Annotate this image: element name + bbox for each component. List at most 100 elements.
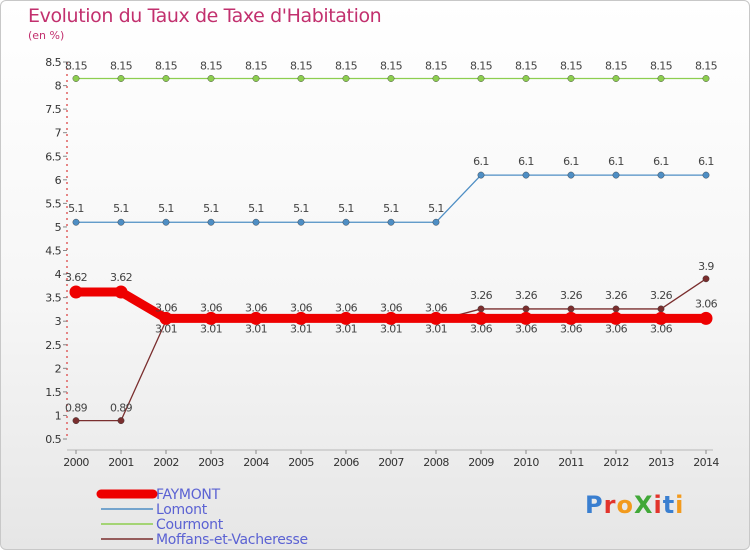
y-tick-label: 0.5 <box>45 433 61 446</box>
data-label-faymont: 3.06 <box>650 322 673 335</box>
logo-letter: X <box>633 491 654 519</box>
data-label-lomont: 5.1 <box>68 202 84 215</box>
data-point-faymont <box>384 311 398 325</box>
data-label-lomont: 5.1 <box>248 202 264 215</box>
data-point-moffans-et-vacheresse <box>117 417 125 425</box>
y-tick-label: 7.5 <box>45 103 61 116</box>
y-tick-label: 6.5 <box>45 150 61 163</box>
data-label-courmont: 8.15 <box>560 59 583 72</box>
data-point-lomont <box>252 218 260 226</box>
data-point-moffans-et-vacheresse <box>612 305 620 313</box>
logo-letter: i <box>675 491 685 519</box>
x-tick-label: 2008 <box>423 456 449 469</box>
data-point-lomont <box>657 171 665 179</box>
y-tick-label: 1.5 <box>45 386 61 399</box>
series-courmont: 8.15 8.15 8.15 8.15 8.15 8.15 8.15 8.15 8.15 8.15… <box>65 59 718 82</box>
data-label-lomont: 5.1 <box>203 202 219 215</box>
data-point-faymont <box>474 311 488 325</box>
data-point-courmont <box>477 75 485 82</box>
data-label-courmont: 8.15 <box>155 59 178 72</box>
data-point-moffans-et-vacheresse <box>702 275 710 283</box>
data-label-moffans-et-vacheresse: 3.01 <box>425 323 447 336</box>
data-label-faymont: 3.06 <box>425 301 448 314</box>
data-point-courmont <box>117 75 125 82</box>
x-tick-label: 2013 <box>648 456 674 469</box>
data-label-faymont: 3.06 <box>560 322 583 335</box>
data-label-courmont: 8.15 <box>515 59 538 72</box>
data-point-faymont <box>249 311 263 325</box>
data-point-courmont <box>387 75 395 82</box>
y-tick-label: 6 <box>55 174 62 187</box>
data-label-faymont: 3.06 <box>380 301 403 314</box>
data-label-moffans-et-vacheresse: 3.26 <box>515 289 538 302</box>
data-label-lomont: 6.1 <box>653 155 669 168</box>
data-label-courmont: 8.15 <box>425 59 448 72</box>
data-point-lomont <box>117 218 125 226</box>
data-label-lomont: 5.1 <box>158 202 174 215</box>
data-point-courmont <box>72 75 80 82</box>
data-point-courmont <box>252 75 260 82</box>
data-label-moffans-et-vacheresse: 3.01 <box>335 323 357 336</box>
data-point-courmont <box>522 75 530 82</box>
data-point-faymont <box>429 311 443 325</box>
y-tick-label: 8.5 <box>45 56 61 69</box>
series-faymont: 3.62 3.62 3.06 3.06 3.06 3.06 3.06 3.06 3.06 3.06… <box>65 271 718 335</box>
data-point-moffans-et-vacheresse <box>567 305 575 313</box>
data-label-faymont: 3.06 <box>335 301 358 314</box>
data-label-courmont: 8.15 <box>605 59 628 72</box>
data-label-courmont: 8.15 <box>290 59 313 72</box>
data-point-faymont <box>69 285 83 299</box>
data-label-faymont: 3.06 <box>605 322 628 335</box>
x-tick-label: 2005 <box>288 456 314 469</box>
x-tick-label: 2004 <box>243 456 269 469</box>
data-label-faymont: 3.06 <box>245 301 268 314</box>
x-tick-label: 2010 <box>513 456 539 469</box>
data-label-courmont: 8.15 <box>110 59 133 72</box>
data-point-moffans-et-vacheresse <box>72 417 80 425</box>
data-point-courmont <box>162 75 170 82</box>
data-label-moffans-et-vacheresse: 3.01 <box>200 323 222 336</box>
x-tick-label: 2000 <box>63 456 89 469</box>
data-point-lomont <box>567 171 575 179</box>
y-tick-label: 2 <box>55 362 61 375</box>
data-point-courmont <box>342 75 350 82</box>
data-point-faymont <box>519 311 533 325</box>
data-label-courmont: 8.15 <box>470 59 493 72</box>
data-label-moffans-et-vacheresse: 3.01 <box>380 323 402 336</box>
logo-letter: o <box>616 491 634 519</box>
data-label-moffans-et-vacheresse: 0.89 <box>65 402 88 415</box>
data-label-courmont: 8.15 <box>380 59 403 72</box>
data-label-lomont: 5.1 <box>428 202 444 215</box>
y-tick-label: 5.5 <box>45 197 61 210</box>
data-label-courmont: 8.15 <box>335 59 358 72</box>
data-label-moffans-et-vacheresse: 0.89 <box>110 402 133 415</box>
logo-letter: i <box>653 491 663 519</box>
data-point-lomont <box>477 171 485 179</box>
data-label-moffans-et-vacheresse: 3.26 <box>560 289 583 302</box>
x-tick-label: 2011 <box>558 456 584 469</box>
data-label-faymont: 3.06 <box>470 322 493 335</box>
legend-label-moffans-et-vacheresse: Moffans-et-Vacheresse <box>156 532 308 548</box>
data-point-courmont <box>432 75 440 82</box>
series-moffans-et-vacheresse: 0.89 0.89 3.01 3.01 3.01 3.01 3.01 3.01 3.01 3.26… <box>65 260 715 425</box>
x-tick-label: 2002 <box>153 456 179 469</box>
legend-label-courmont: Courmont <box>156 517 224 533</box>
y-tick-label: 7 <box>55 127 62 140</box>
data-point-courmont <box>567 75 575 82</box>
data-label-lomont: 5.1 <box>383 202 399 215</box>
data-point-faymont <box>159 311 173 325</box>
data-label-moffans-et-vacheresse: 3.26 <box>650 289 673 302</box>
data-label-faymont: 3.06 <box>200 301 223 314</box>
data-label-lomont: 6.1 <box>608 155 624 168</box>
data-label-courmont: 8.15 <box>200 59 223 72</box>
legend-label-lomont: Lomont <box>156 502 208 518</box>
data-label-lomont: 6.1 <box>473 155 489 168</box>
data-label-lomont: 5.1 <box>113 202 129 215</box>
data-point-courmont <box>657 75 665 82</box>
data-point-courmont <box>207 75 215 82</box>
data-label-moffans-et-vacheresse: 3.26 <box>605 289 628 302</box>
data-point-lomont <box>387 218 395 226</box>
y-tick-label: 3 <box>55 315 62 328</box>
